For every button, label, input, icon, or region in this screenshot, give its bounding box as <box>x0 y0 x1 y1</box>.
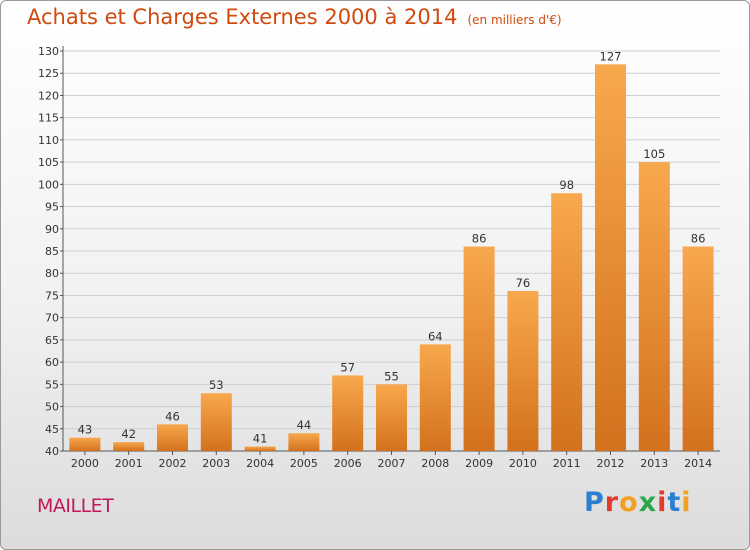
bar-2000 <box>69 437 101 451</box>
x-tick-label-2001: 2001 <box>115 457 143 470</box>
y-tick-label: 115 <box>38 112 59 125</box>
unit-note: (en milliers d'€) <box>467 13 562 27</box>
y-tick-label: 85 <box>45 245 59 258</box>
data-label-2001: 42 <box>121 427 136 441</box>
place-name: MAILLET <box>37 495 114 517</box>
y-tick-label: 80 <box>45 267 59 280</box>
x-tick-label-2010: 2010 <box>509 457 537 470</box>
bar-2001 <box>113 442 145 451</box>
chart-title: Achats et Charges Externes 2000 à 2014 (e… <box>27 5 562 29</box>
bar-2007 <box>376 384 407 451</box>
logo-letter: i <box>657 487 668 518</box>
logo-letter: i <box>681 487 692 518</box>
x-tick-label-2005: 2005 <box>290 457 318 470</box>
data-label-2008: 64 <box>428 329 443 343</box>
y-tick-label: 105 <box>38 156 59 169</box>
data-label-2002: 46 <box>165 409 180 423</box>
y-tick-label: 70 <box>45 312 59 325</box>
data-label-2000: 43 <box>78 423 93 437</box>
logo-letter: r <box>604 487 620 518</box>
data-labels: 43 42 46 53 41 44 57 55 64 86 76 98 127 105 86 <box>78 49 706 445</box>
data-label-2007: 55 <box>384 369 399 383</box>
bar-2003 <box>200 393 232 451</box>
logo-letter: o <box>619 487 639 518</box>
x-tick-label-2002: 2002 <box>159 457 187 470</box>
y-tick-label: 110 <box>38 134 59 147</box>
x-tick-label-2006: 2006 <box>334 457 362 470</box>
logo-letter: P <box>584 487 605 518</box>
x-tick-label-2003: 2003 <box>202 457 230 470</box>
y-tick-label: 50 <box>45 401 59 414</box>
x-tick-label-2007: 2007 <box>378 457 406 470</box>
y-tick-label: 45 <box>45 423 59 436</box>
y-tick-label: 125 <box>38 67 59 80</box>
data-label-2009: 86 <box>472 232 487 246</box>
logo-letter: x <box>638 487 658 518</box>
bar-2012 <box>595 64 626 452</box>
y-tick-label: 90 <box>45 223 59 236</box>
y-tick-labels: 40 45 50 55 60 65 70 75 80 85 90 95 100 105 110 115 120 1… <box>38 45 63 458</box>
bar-2011 <box>551 193 583 451</box>
x-tick-label-2004: 2004 <box>246 457 274 470</box>
y-tick-label: 60 <box>45 356 59 369</box>
chart-title-text: Achats et Charges Externes 2000 à 2014 <box>27 5 458 29</box>
y-tick-label: 120 <box>38 89 59 102</box>
bar-2006 <box>332 375 364 451</box>
data-label-2005: 44 <box>297 418 312 432</box>
x-tick-label-2000: 2000 <box>71 457 99 470</box>
x-tick-labels: 2000 2001 2002 2003 2004 2005 2006 2007 2008 2009… <box>71 451 712 470</box>
data-label-2012: 127 <box>600 49 622 63</box>
x-tick-label-2014: 2014 <box>684 457 712 470</box>
data-label-2013: 105 <box>643 147 665 161</box>
proxiti-logo: Proxiti <box>584 487 692 518</box>
bar-2009 <box>463 246 495 451</box>
bar-2004 <box>244 446 276 451</box>
x-tick-label-2008: 2008 <box>421 457 449 470</box>
y-tick-label: 65 <box>45 334 59 347</box>
logo-letter: t <box>667 487 682 518</box>
data-label-2010: 76 <box>516 276 531 290</box>
bar-2014 <box>682 246 714 451</box>
bar-2005 <box>288 433 320 451</box>
y-tick-label: 40 <box>45 445 59 458</box>
x-tick-label-2012: 2012 <box>597 457 625 470</box>
y-tick-label: 95 <box>45 201 59 214</box>
y-tick-label: 130 <box>38 45 59 58</box>
bars <box>69 64 714 452</box>
bar-2013 <box>638 162 670 451</box>
y-tick-label: 55 <box>45 378 59 391</box>
bar-2002 <box>157 424 188 451</box>
bar-2010 <box>507 291 539 451</box>
x-tick-label-2013: 2013 <box>640 457 668 470</box>
y-tick-label: 75 <box>45 289 59 302</box>
bar-2008 <box>419 344 451 451</box>
data-label-2004: 41 <box>253 432 268 446</box>
x-tick-label-2009: 2009 <box>465 457 493 470</box>
x-tick-label-2011: 2011 <box>553 457 581 470</box>
data-label-2003: 53 <box>209 378 224 392</box>
y-tick-label: 100 <box>38 178 59 191</box>
data-label-2011: 98 <box>559 178 574 192</box>
data-label-2014: 86 <box>691 232 706 246</box>
data-label-2006: 57 <box>340 360 355 374</box>
